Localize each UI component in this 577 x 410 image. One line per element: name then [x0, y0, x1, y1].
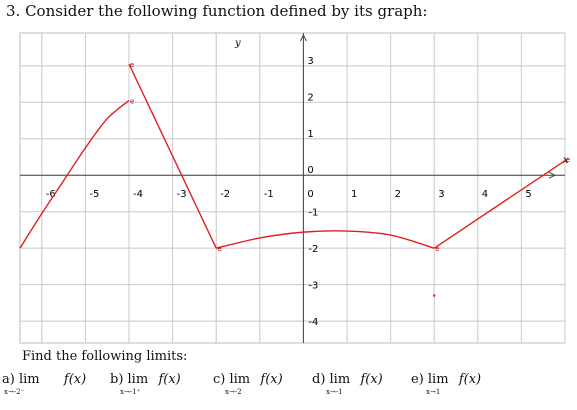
grid	[19, 32, 566, 344]
y-axis-label: y	[234, 38, 241, 49]
isolated-point	[433, 294, 436, 297]
x-tick-label: 3	[438, 189, 444, 200]
axes	[20, 33, 565, 343]
y-tick-label: 3	[307, 56, 313, 67]
limit-e-func: f(x)	[458, 372, 482, 387]
x-tick-label: -3	[177, 189, 187, 200]
y-tick-label: -1	[308, 208, 318, 219]
point-label: e	[217, 245, 221, 253]
limit-e-label: e) lim	[411, 372, 449, 387]
problem-title: 3. Consider the following function defin…	[6, 2, 428, 20]
limit-a-func: f(x)	[63, 372, 87, 387]
function-curve	[19, 63, 566, 297]
x-tick-label: 2	[395, 189, 401, 200]
x-tick-label: -1	[264, 189, 274, 200]
limit-b-sub: x→-1⁺	[120, 388, 141, 396]
point-label: e	[435, 245, 439, 253]
x-tick-label: 0	[307, 189, 313, 200]
y-tick-label: 2	[307, 92, 313, 103]
y-tick-label: 1	[307, 129, 313, 140]
x-axis-label: x	[563, 155, 569, 166]
y-tick-label: -2	[308, 244, 318, 255]
limit-b: b) lim f(x) x→-1⁺	[110, 372, 181, 396]
limit-b-label: b) lim	[110, 372, 149, 387]
limit-c-sub: x→-2	[225, 388, 242, 396]
curve-segment	[216, 230, 435, 249]
find-limits-text: Find the following limits:	[22, 349, 188, 364]
limit-d: d) lim f(x) x→-1	[312, 372, 383, 396]
x-tick-label: -6	[46, 189, 56, 200]
point-label: e	[130, 97, 134, 105]
limit-a-sub: x→-2⁻	[4, 388, 25, 396]
point-label: e	[566, 156, 570, 164]
grid-frame	[19, 32, 566, 344]
x-tick-label: -2	[220, 189, 230, 200]
limit-d-sub: x→-1	[326, 388, 343, 396]
curve-segment	[128, 63, 217, 249]
x-tick-label: 4	[482, 189, 488, 200]
limit-c-func: f(x)	[260, 372, 283, 387]
x-axis-arrow	[548, 171, 557, 179]
y-tick-label: 0	[307, 165, 313, 176]
limit-e-sub: x→1	[426, 388, 441, 396]
y-tick-label: -3	[308, 281, 318, 292]
limit-e: e) lim f(x) x→1	[411, 372, 482, 396]
y-tick-label: -4	[308, 317, 318, 328]
y-axis-arrow	[299, 33, 307, 42]
x-tick-label: 5	[525, 189, 531, 200]
limit-a-label: a) lim	[2, 372, 40, 387]
limit-a: a) lim f(x) x→-2⁻	[2, 372, 87, 396]
curve-segment	[19, 99, 130, 249]
point-label: e	[130, 61, 134, 69]
limit-c-label: c) lim	[213, 372, 251, 387]
x-tick-label: -5	[89, 189, 99, 200]
x-tick-label: 1	[351, 189, 357, 200]
y-tick-labels: 3 2 1 0 -1 -2 -3 -4	[307, 56, 318, 328]
limit-d-label: d) lim	[312, 372, 351, 387]
limit-c: c) lim f(x) x→-2	[213, 372, 283, 396]
x-tick-label: -4	[133, 189, 143, 200]
curve-segment	[433, 160, 566, 249]
point-labels: e e e e e	[130, 61, 570, 253]
limit-d-func: f(x)	[360, 372, 383, 387]
x-tick-labels: -6 -5 -4 -3 -2 -1 0 1 2 3 4 5	[46, 189, 532, 200]
limit-b-func: f(x)	[158, 372, 181, 387]
